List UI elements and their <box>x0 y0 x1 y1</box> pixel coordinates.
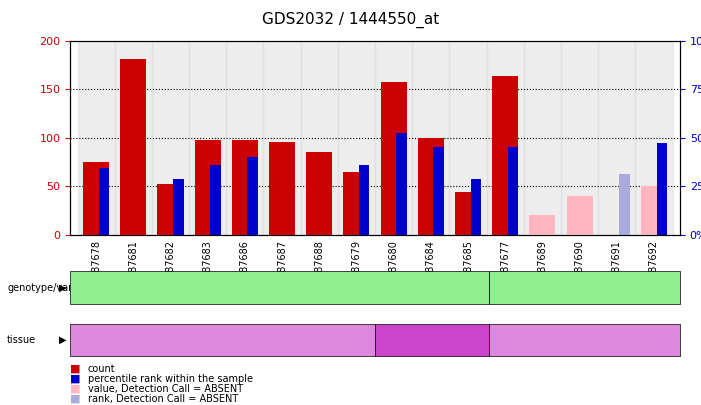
Bar <box>158 184 184 235</box>
Bar <box>433 147 444 235</box>
Bar <box>508 147 518 235</box>
Bar <box>566 196 592 235</box>
Text: metanephric mesenchyme: metanephric mesenchyme <box>157 335 288 345</box>
Bar <box>449 40 486 235</box>
Bar <box>210 165 221 235</box>
Bar <box>529 215 555 235</box>
Bar <box>306 152 332 235</box>
Bar <box>470 179 481 235</box>
Text: genotype/variation: genotype/variation <box>7 283 100 292</box>
Text: ▶: ▶ <box>59 283 67 292</box>
Bar <box>195 140 221 235</box>
Bar <box>173 179 184 235</box>
Text: ureteric bud: ureteric bud <box>402 335 462 345</box>
Bar <box>264 40 301 235</box>
Text: wild type: wild type <box>257 283 302 292</box>
Bar <box>524 40 561 235</box>
Bar <box>247 157 258 235</box>
Text: GDS2032 / 1444550_at: GDS2032 / 1444550_at <box>262 12 439 28</box>
Text: percentile rank within the sample: percentile rank within the sample <box>88 374 252 384</box>
Bar <box>492 77 518 235</box>
Bar <box>620 174 629 235</box>
Bar <box>396 133 407 235</box>
Bar <box>189 40 226 235</box>
Bar <box>486 40 524 235</box>
Text: metanephric mesenchyme: metanephric mesenchyme <box>519 335 651 345</box>
Text: rank, Detection Call = ABSENT: rank, Detection Call = ABSENT <box>88 394 238 404</box>
Bar <box>152 40 189 235</box>
Bar <box>455 192 481 235</box>
Bar <box>375 40 412 235</box>
Bar <box>232 140 258 235</box>
Bar <box>561 40 598 235</box>
Text: tissue: tissue <box>7 335 36 345</box>
Text: ■: ■ <box>70 364 81 373</box>
Bar <box>269 142 295 235</box>
Bar <box>359 165 369 235</box>
Bar <box>343 172 369 235</box>
Bar <box>301 40 338 235</box>
Bar <box>99 168 109 235</box>
Text: ■: ■ <box>70 394 81 404</box>
Text: ■: ■ <box>70 374 81 384</box>
Bar <box>226 40 264 235</box>
Bar <box>418 138 444 235</box>
Bar <box>657 143 667 235</box>
Bar <box>83 162 109 235</box>
Text: count: count <box>88 364 115 373</box>
Bar <box>338 40 375 235</box>
Bar <box>78 40 115 235</box>
Text: HoxA11 HoxD11 null: HoxA11 HoxD11 null <box>534 283 635 292</box>
Bar <box>115 40 152 235</box>
Bar <box>121 59 147 235</box>
Text: ▶: ▶ <box>59 335 67 345</box>
Text: ■: ■ <box>70 384 81 394</box>
Bar <box>381 82 407 235</box>
Text: value, Detection Call = ABSENT: value, Detection Call = ABSENT <box>88 384 243 394</box>
Bar <box>635 40 672 235</box>
Bar <box>598 40 635 235</box>
Bar <box>412 40 449 235</box>
Bar <box>641 186 667 235</box>
